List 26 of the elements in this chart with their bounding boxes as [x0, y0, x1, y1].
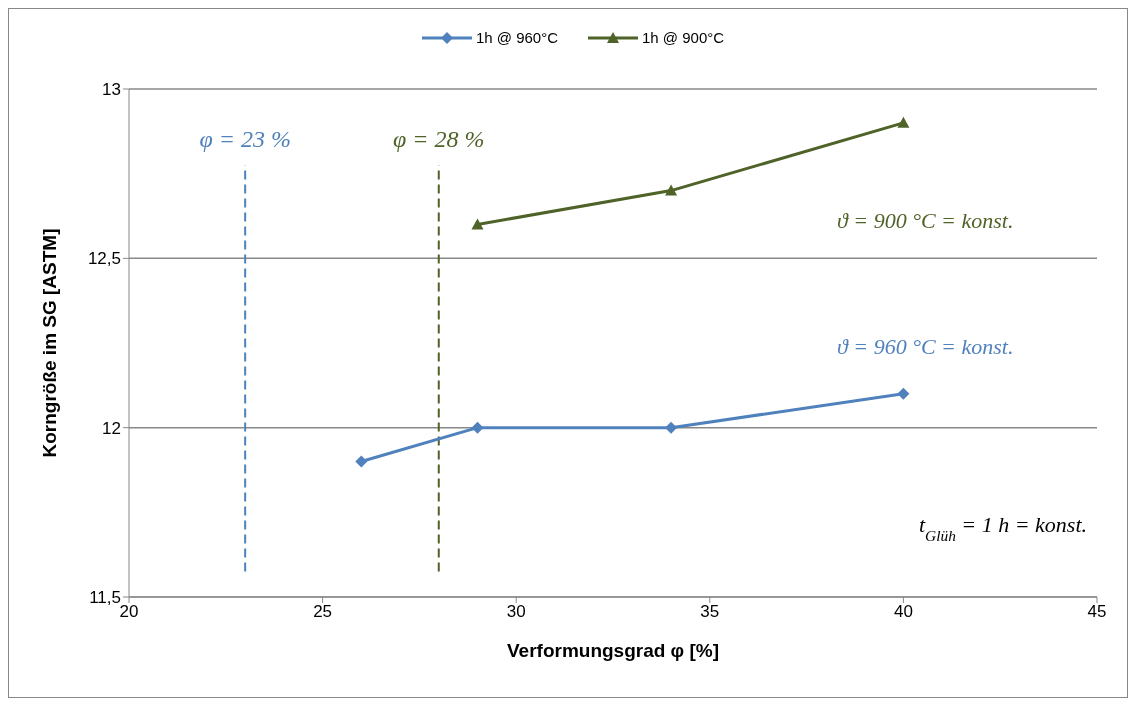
x-tick-label: 35 — [700, 602, 720, 622]
y-tick-label: 11,5 — [89, 588, 121, 608]
point — [471, 421, 484, 434]
point — [665, 421, 678, 434]
x-tick-label: 45 — [1087, 602, 1107, 622]
y-tick-label: 12,5 — [87, 249, 121, 269]
x-axis-title: Verformungsgrad φ [%] — [506, 640, 720, 661]
annotation: ϑ = 960 °C = konst. — [836, 333, 1014, 359]
legend-label: 1h @ 900°C — [642, 29, 725, 46]
point — [665, 184, 678, 196]
point — [355, 455, 368, 468]
ref-line-label: φ = 23 % — [199, 126, 291, 153]
legend-label: 1h @ 960°C — [475, 29, 558, 46]
point — [471, 218, 484, 230]
y-axis-title: Korngröße im SG [ASTM] — [38, 228, 60, 458]
x-tick-label: 40 — [893, 602, 913, 622]
point — [897, 387, 910, 400]
point — [897, 116, 910, 128]
x-tick-label: 30 — [506, 602, 526, 622]
x-tick-label: 25 — [313, 602, 333, 622]
y-tick-label: 13 — [102, 80, 121, 100]
ref-line-label: φ = 28 % — [393, 126, 485, 153]
annotation: t$_{Glüh}$ = 1 h = konst. — [918, 512, 1087, 544]
x-tick-label: 20 — [119, 602, 139, 622]
annotation: ϑ = 900 °C = konst. — [836, 207, 1014, 233]
y-tick-label: 12 — [102, 418, 121, 438]
